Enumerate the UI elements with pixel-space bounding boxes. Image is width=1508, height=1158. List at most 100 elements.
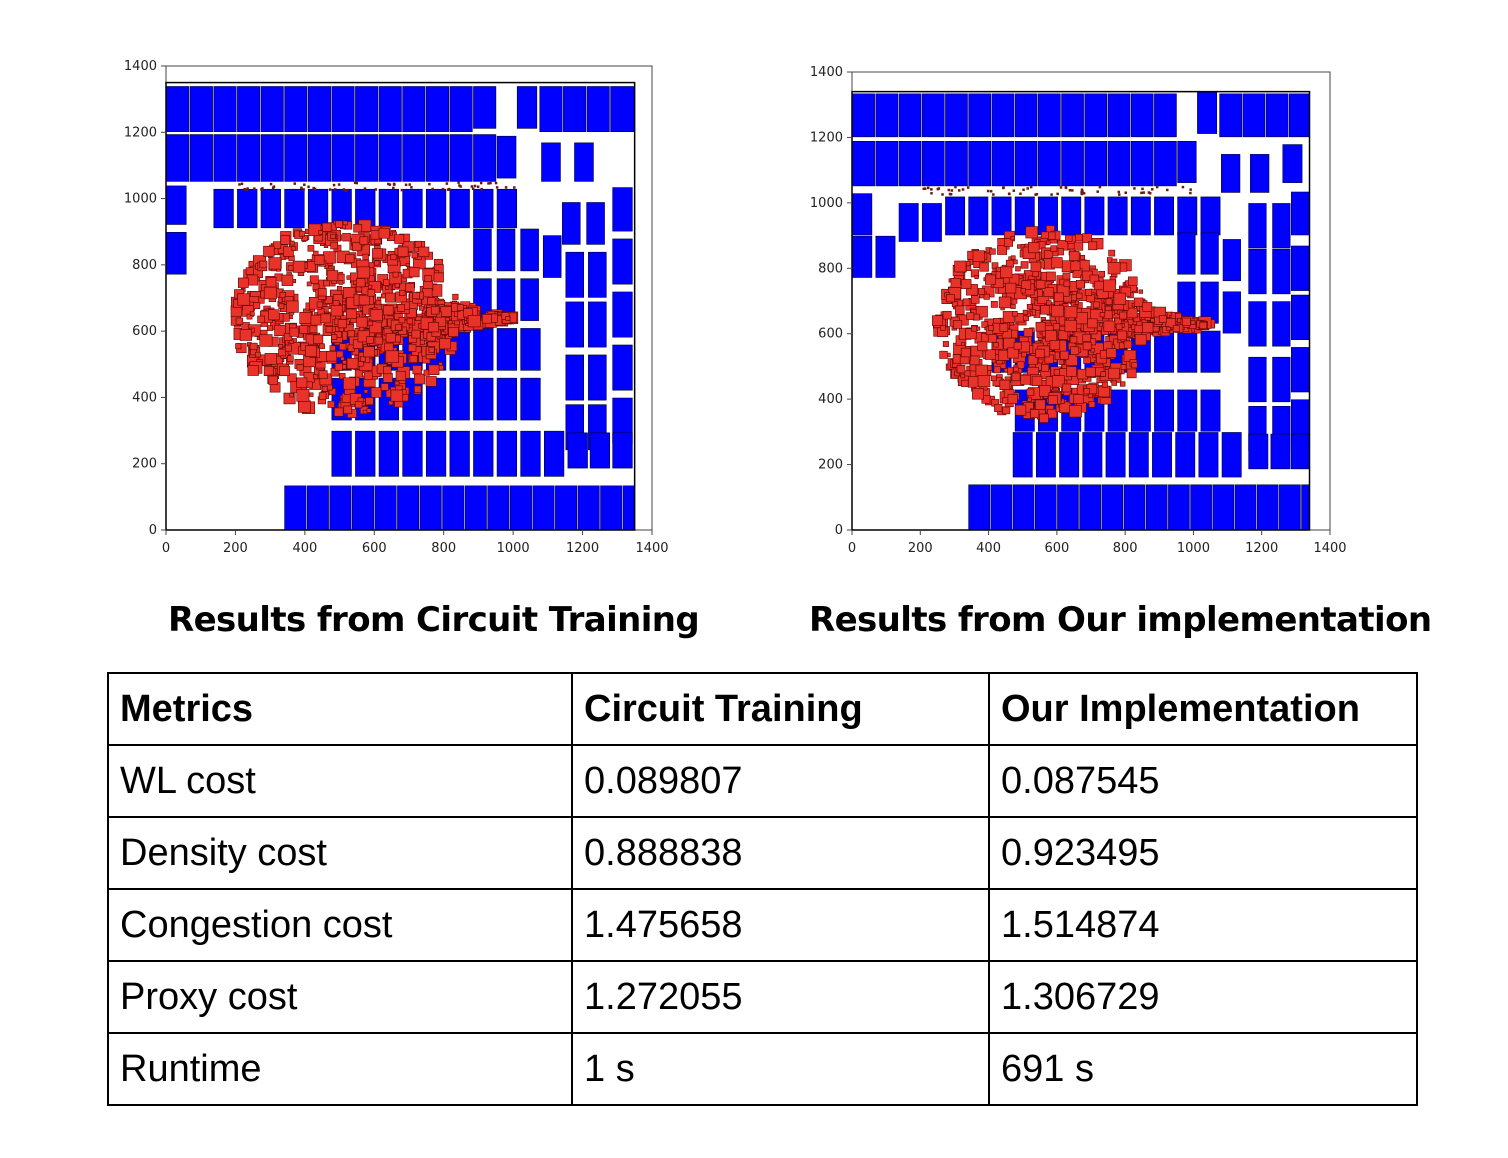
macro-block: [600, 485, 623, 530]
macro-block: [532, 485, 555, 530]
y-tick-label: 800: [132, 258, 157, 273]
metric-value-circuit-training: 1 s: [571, 1032, 990, 1106]
macro-block: [1061, 196, 1082, 236]
std-cell: [336, 350, 344, 358]
std-cell: [1070, 261, 1081, 271]
std-cell: [342, 220, 348, 226]
std-cell: [452, 293, 459, 300]
std-cell: [1133, 297, 1144, 307]
std-cell: [336, 285, 343, 292]
macro-block: [473, 328, 494, 371]
std-cell: [1131, 362, 1138, 369]
std-cell: [1015, 266, 1021, 272]
std-cell: [1096, 190, 1099, 193]
std-cell: [923, 187, 927, 190]
std-cell: [405, 282, 415, 292]
x-tick-label: 400: [976, 541, 1001, 556]
std-cell: [1010, 255, 1016, 260]
std-cell: [342, 233, 351, 242]
macro-block: [378, 188, 399, 229]
std-cell: [1172, 325, 1180, 332]
macro-block: [1200, 196, 1221, 236]
std-cell: [988, 325, 994, 331]
std-cell: [356, 316, 368, 328]
std-cell: [385, 285, 390, 290]
macro-block: [1130, 196, 1151, 236]
macro-block: [166, 86, 190, 132]
std-cell: [347, 330, 355, 338]
std-cell: [969, 355, 980, 366]
macro-block: [520, 328, 541, 371]
std-cell: [972, 250, 985, 263]
std-cell: [382, 373, 393, 383]
macro-block: [397, 485, 420, 530]
std-cell: [1141, 187, 1144, 191]
macro-block: [1272, 203, 1291, 249]
std-cell: [253, 187, 256, 190]
std-cell: [1069, 336, 1078, 344]
std-cell: [1103, 320, 1116, 332]
std-cell: [1080, 190, 1084, 194]
x-tick-label: 800: [431, 541, 456, 556]
std-cell: [359, 236, 369, 245]
std-cell: [387, 182, 390, 186]
macro-block: [968, 141, 992, 187]
std-cell: [467, 314, 481, 328]
macro-block: [260, 188, 281, 229]
std-cell: [339, 373, 346, 380]
std-cell: [504, 186, 508, 189]
std-cell: [274, 324, 286, 337]
std-cell: [385, 292, 396, 303]
macro-block: [1152, 432, 1172, 478]
macro-block: [496, 328, 518, 371]
std-cell: [1002, 292, 1007, 298]
header-metrics: Metrics: [107, 672, 573, 746]
macro-block: [1101, 484, 1124, 530]
std-cell: [317, 288, 327, 297]
macro-block: [166, 232, 187, 275]
macro-block: [562, 202, 581, 245]
metric-name: Proxy cost: [107, 960, 573, 1034]
macro-block: [622, 485, 635, 530]
macro-block: [509, 485, 532, 530]
std-cell: [414, 385, 422, 393]
macro-block: [352, 485, 374, 530]
std-cell: [353, 224, 363, 233]
macro-block: [284, 188, 305, 229]
macro-block: [473, 86, 497, 129]
std-cell: [1007, 394, 1018, 404]
macro-block: [402, 188, 423, 229]
std-cell: [1031, 375, 1043, 386]
macro-block: [189, 86, 213, 132]
std-cell: [971, 325, 978, 332]
std-cell: [299, 311, 312, 324]
std-cell: [1101, 381, 1108, 388]
x-tick-label: 1400: [1313, 541, 1346, 556]
std-cell: [235, 317, 244, 325]
macro-block: [1200, 232, 1219, 275]
std-cell: [257, 315, 265, 324]
x-tick-label: 800: [1113, 541, 1138, 556]
macro-block: [1059, 432, 1080, 478]
metric-value-circuit-training: 0.089807: [571, 744, 990, 818]
std-cell: [940, 325, 946, 331]
std-cell: [1015, 404, 1027, 416]
std-cell: [1023, 328, 1033, 337]
macro-block: [1130, 93, 1154, 138]
std-cell: [1083, 356, 1091, 364]
std-cell: [1107, 367, 1120, 380]
std-cell: [427, 297, 436, 306]
std-cell: [279, 365, 290, 377]
std-cell: [320, 313, 331, 324]
macro-block: [1221, 432, 1242, 478]
std-cell: [1155, 185, 1159, 189]
macro-block: [991, 141, 1015, 187]
macro-block: [449, 430, 470, 477]
std-cell: [1074, 300, 1079, 305]
std-cell: [342, 188, 346, 191]
std-cell: [448, 326, 459, 337]
macro-block: [1130, 389, 1151, 432]
std-cell: [239, 329, 252, 341]
macro-block: [1272, 356, 1291, 403]
std-cell: [323, 279, 330, 287]
